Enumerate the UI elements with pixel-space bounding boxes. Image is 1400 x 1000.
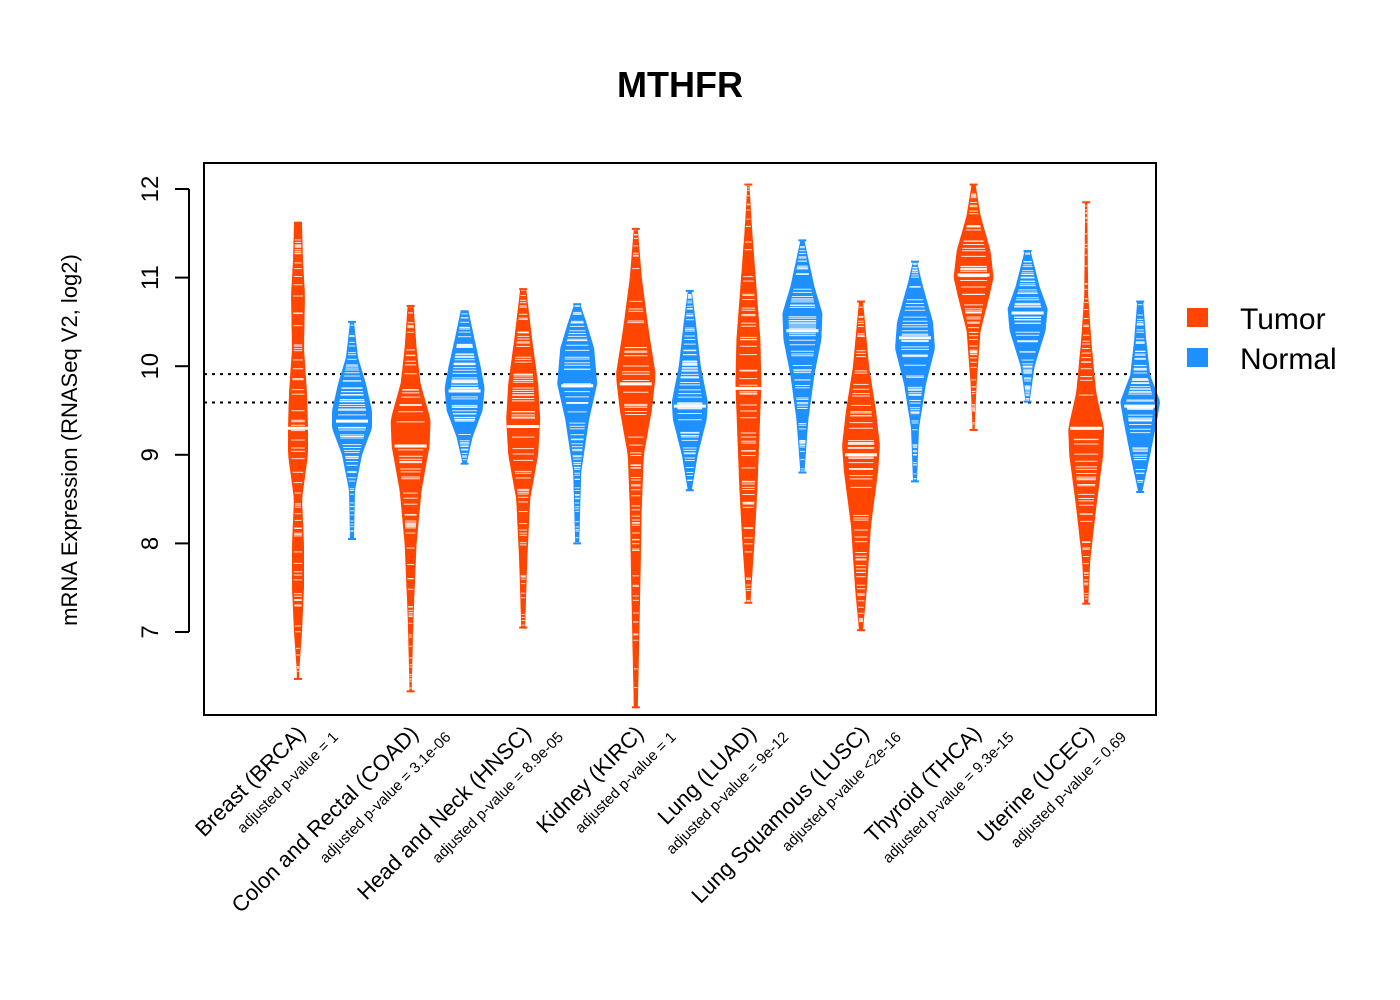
normal-bean-6 xyxy=(1007,250,1048,403)
normal-bean-7 xyxy=(1120,300,1160,494)
tumor-density xyxy=(953,184,994,430)
tumor-bean-4 xyxy=(732,183,765,604)
normal-density xyxy=(557,304,598,544)
normal-bean-5 xyxy=(895,260,935,483)
normal-bean-3 xyxy=(671,289,708,492)
beans xyxy=(282,183,1160,709)
normal-density xyxy=(895,261,935,482)
normal-bean-4 xyxy=(782,239,823,474)
tumor-bean-0 xyxy=(282,221,314,680)
normal-density xyxy=(1007,251,1048,402)
normal-density xyxy=(671,290,708,491)
legend-swatch xyxy=(1187,348,1208,367)
normal-bean-0 xyxy=(332,320,372,540)
legend-label: Normal xyxy=(1240,343,1337,376)
y-axis: 7 8 9 10 11 12 xyxy=(137,176,190,639)
tumor-bean-6 xyxy=(953,183,994,431)
normal-density xyxy=(1120,301,1160,492)
y-tick-label: 11 xyxy=(137,265,164,290)
chart-title: MTHFR xyxy=(617,64,743,105)
legend-swatch xyxy=(1187,308,1208,327)
tumor-bean-2 xyxy=(506,288,541,629)
tumor-bean-1 xyxy=(390,304,431,693)
tumor-density xyxy=(1068,202,1105,604)
reference-lines xyxy=(204,373,1156,404)
y-tick-label: 12 xyxy=(137,176,164,203)
y-tick-label: 8 xyxy=(137,537,164,550)
normal-density xyxy=(782,240,823,473)
y-tick-label: 9 xyxy=(137,448,164,461)
y-tick-label: 10 xyxy=(137,353,164,380)
legend: Tumor Normal xyxy=(1187,303,1337,376)
normal-bean-2 xyxy=(557,303,598,545)
tumor-bean-3 xyxy=(616,227,656,709)
y-axis-label: mRNA Expression (RNASeq V2, log2) xyxy=(57,254,82,626)
tumor-density xyxy=(842,301,880,631)
plot-frame xyxy=(203,162,1157,716)
legend-label: Tumor xyxy=(1240,303,1326,336)
y-tick-label: 7 xyxy=(137,625,164,638)
normal-bean-1 xyxy=(444,310,485,465)
tumor-bean-7 xyxy=(1068,201,1105,605)
tumor-bean-5 xyxy=(842,300,880,632)
